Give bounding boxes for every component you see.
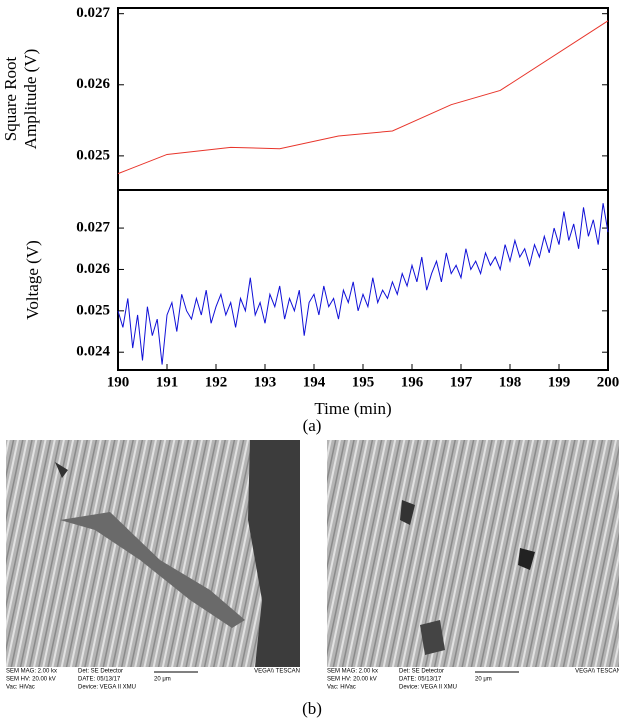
x-axis-label: Time (min) [314, 399, 391, 418]
data-line [117, 203, 609, 365]
x-tick-label: 191 [156, 374, 179, 390]
x-tick-label: 199 [548, 374, 571, 390]
x-tick-label: 190 [107, 374, 130, 390]
x-tick-label: 195 [352, 374, 375, 390]
sem-meta-text: VEGA\\ TESCAN [254, 669, 300, 675]
sem-metadata: SEM MAG: 2.00 kx SEM HV: 20.00 kV Vac: HiV… [327, 669, 619, 691]
x-tick-label: 197 [450, 374, 473, 390]
caption: (a) [303, 416, 322, 435]
y-tick-label: 0.024 [76, 344, 110, 360]
sem-meta-text: 20 μm [475, 677, 492, 683]
caption: (b) [302, 699, 322, 718]
sem-meta-text: SEM MAG: 2.00 kx [6, 669, 57, 675]
sem-meta-text: SEM MAG: 2.00 kx [327, 669, 378, 675]
x-tick-label: 198 [499, 374, 522, 390]
sem-meta-text: Device: VEGA II XMU [399, 685, 457, 691]
sem-image-right [327, 440, 619, 697]
y-axis-label: Voltage (V) [23, 240, 42, 319]
sem-meta-text: DATE: 05/13/17 [78, 677, 121, 683]
sem-meta-text: Vac: HiVac [6, 685, 35, 691]
y-tick-label: 0.025 [76, 302, 110, 318]
y-axis-label: Square Root [1, 56, 20, 141]
sem-meta-text: SEM HV: 20.00 kV [327, 677, 377, 683]
sem-meta-text: Device: VEGA II XMU [78, 685, 136, 691]
plot-frame [117, 7, 609, 191]
y-axis-label: Amplitude (V) [21, 49, 40, 150]
sem-meta-text: SEM HV: 20.00 kV [6, 677, 56, 683]
x-tick-label: 196 [401, 374, 424, 390]
sem-image-left [6, 440, 300, 697]
y-tick-label: 0.026 [76, 261, 110, 277]
sem-meta-text: Det: SE Detector [399, 669, 444, 675]
sem-meta-text: 20 μm [154, 677, 171, 683]
plot-frame [117, 189, 609, 371]
x-tick-label: 194 [303, 374, 326, 390]
data-line [117, 20, 609, 175]
y-tick-label: 0.026 [76, 76, 110, 92]
sem-meta-text: Vac: HiVac [327, 685, 356, 691]
y-tick-label: 0.027 [76, 5, 110, 21]
x-tick-label: 193 [254, 374, 277, 390]
x-tick-label: 200 [597, 374, 619, 390]
sem-metadata: SEM MAG: 2.00 kx SEM HV: 20.00 kV Vac: HiV… [6, 669, 300, 691]
y-tick-label: 0.027 [76, 220, 110, 236]
sem-meta-text: DATE: 05/13/17 [399, 677, 442, 683]
sem-meta-text: VEGA\\ TESCAN [575, 669, 619, 675]
y-tick-label: 0.025 [76, 147, 110, 163]
x-tick-label: 192 [205, 374, 228, 390]
sem-meta-text: Det: SE Detector [78, 669, 123, 675]
